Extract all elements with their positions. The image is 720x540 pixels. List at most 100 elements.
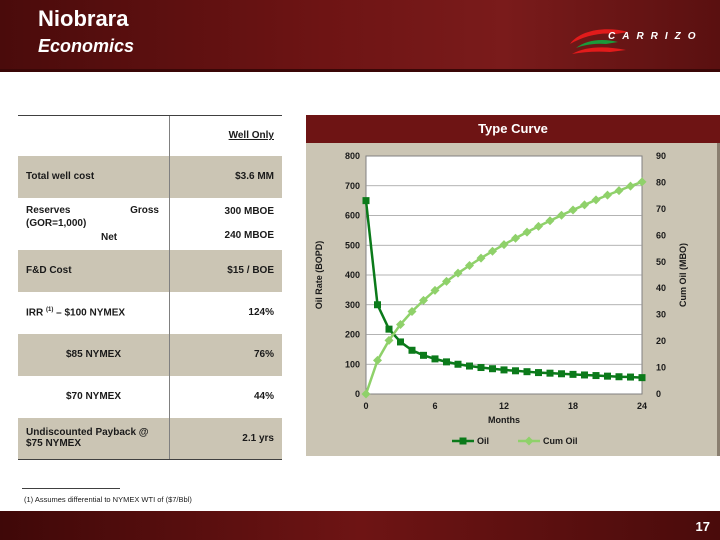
x-tick-label: 24 bbox=[637, 401, 647, 411]
data-point bbox=[477, 364, 485, 372]
data-point bbox=[512, 367, 519, 375]
legend-marker bbox=[524, 436, 534, 446]
row-label-irr-70: $70 NYMEX bbox=[66, 391, 122, 402]
data-point bbox=[568, 205, 578, 215]
row-label-total-cost: Total well cost bbox=[18, 155, 170, 198]
y2-tick-label: 30 bbox=[656, 310, 666, 320]
chart-panel: 0 100 200 300 400 500 600 700 800 0 10 20 30 40 50 60 70… bbox=[306, 143, 720, 456]
y-tick-label: 700 bbox=[345, 181, 360, 191]
y2-axis-label: Cum Oil (MBO) bbox=[678, 243, 688, 307]
slide-title: Niobrara bbox=[38, 6, 129, 31]
data-point bbox=[557, 210, 566, 220]
data-point bbox=[396, 319, 405, 329]
y2-tick-label: 0 bbox=[656, 389, 661, 399]
carrizo-logo-text: CARRIZO bbox=[608, 31, 703, 42]
data-point bbox=[500, 366, 508, 374]
slide-header: Niobrara Economics CARRIZO bbox=[0, 0, 720, 72]
data-point bbox=[397, 338, 404, 346]
data-point bbox=[476, 253, 486, 263]
type-curve-chart: 0100200300400500600700800010203040506070… bbox=[314, 151, 688, 446]
economics-table: Well Only Total well cost $3.6 MM Reserv… bbox=[18, 115, 282, 460]
y-tick-label: 0 bbox=[355, 389, 360, 399]
row-label-reserves: Reserves Gross (GOR=1,000) Net bbox=[26, 204, 159, 243]
legend-label: Oil bbox=[477, 436, 489, 446]
legend-marker bbox=[459, 437, 467, 445]
x-tick-label: 12 bbox=[499, 401, 509, 411]
data-point bbox=[361, 389, 371, 399]
chart-title: Type Curve bbox=[306, 115, 720, 143]
y2-tick-label: 10 bbox=[656, 363, 666, 373]
data-point bbox=[535, 369, 542, 377]
data-point bbox=[522, 227, 532, 237]
carrizo-logo-icon bbox=[570, 29, 628, 54]
data-point bbox=[581, 371, 588, 379]
data-point bbox=[419, 295, 428, 305]
data-point bbox=[603, 190, 612, 200]
footnote: (1) Assumes differential to NYMEX WTI of… bbox=[24, 495, 192, 504]
y2-tick-label: 80 bbox=[656, 177, 666, 187]
y-tick-label: 300 bbox=[345, 300, 360, 310]
data-point bbox=[384, 335, 394, 345]
data-point bbox=[488, 246, 497, 256]
x-tick-label: 0 bbox=[363, 401, 368, 411]
row-label-irr-100: IRR (1) – $100 NYMEX bbox=[26, 306, 126, 319]
legend-label: Cum Oil bbox=[543, 436, 578, 446]
row-value-total-cost: $3.6 MM bbox=[169, 155, 282, 198]
page-number: 17 bbox=[695, 519, 710, 534]
data-point bbox=[637, 177, 647, 187]
data-point bbox=[534, 221, 543, 231]
data-point bbox=[614, 186, 624, 196]
data-point bbox=[569, 370, 577, 378]
data-point bbox=[626, 181, 635, 191]
y2-tick-label: 40 bbox=[656, 283, 666, 293]
data-point bbox=[453, 268, 463, 278]
data-point bbox=[442, 276, 451, 286]
x-tick-label: 6 bbox=[432, 401, 437, 411]
data-point bbox=[546, 369, 554, 377]
data-point bbox=[523, 368, 531, 376]
x-tick-label: 18 bbox=[568, 401, 578, 411]
data-point bbox=[627, 373, 634, 381]
table-corner-cell bbox=[18, 115, 170, 156]
data-point bbox=[511, 233, 520, 243]
data-point bbox=[580, 200, 589, 210]
row-value-irr-70: 44% bbox=[169, 375, 282, 418]
y-tick-label: 800 bbox=[345, 151, 360, 161]
row-label-fd-cost: F&D Cost bbox=[18, 249, 170, 292]
data-point bbox=[385, 325, 393, 333]
data-point bbox=[466, 362, 473, 370]
row-value-payback: 2.1 yrs bbox=[169, 417, 282, 460]
y2-tick-label: 70 bbox=[656, 204, 666, 214]
data-point bbox=[373, 355, 382, 365]
y2-tick-label: 60 bbox=[656, 230, 666, 240]
x-axis-label: Months bbox=[488, 415, 520, 425]
data-point bbox=[408, 346, 416, 354]
data-point bbox=[558, 370, 565, 378]
data-point bbox=[431, 355, 439, 363]
data-point bbox=[407, 306, 417, 316]
y-tick-label: 500 bbox=[345, 240, 360, 250]
data-point bbox=[615, 373, 623, 381]
row-value-fd-cost: $15 / BOE bbox=[169, 249, 282, 292]
slide-footer: 17 bbox=[0, 511, 720, 540]
row-value-irr-85: 76% bbox=[169, 333, 282, 376]
data-point bbox=[420, 351, 427, 359]
data-point bbox=[443, 358, 450, 366]
row-label-irr-85: $85 NYMEX bbox=[18, 333, 170, 376]
data-point bbox=[374, 301, 381, 309]
data-point bbox=[604, 372, 611, 380]
footnote-rule bbox=[22, 488, 120, 489]
data-point bbox=[454, 360, 462, 368]
y-tick-label: 600 bbox=[345, 211, 360, 221]
y2-tick-label: 90 bbox=[656, 151, 666, 161]
data-point bbox=[591, 195, 601, 205]
y2-tick-label: 50 bbox=[656, 257, 666, 267]
slide-subtitle: Economics bbox=[38, 36, 135, 56]
data-point bbox=[545, 216, 555, 226]
row-label-payback: Undiscounted Payback @ $75 NYMEX bbox=[18, 417, 170, 460]
data-point bbox=[362, 197, 370, 205]
table-column-header: Well Only bbox=[169, 115, 282, 156]
data-point bbox=[489, 365, 496, 373]
data-point bbox=[465, 260, 474, 270]
y-tick-label: 400 bbox=[345, 270, 360, 280]
